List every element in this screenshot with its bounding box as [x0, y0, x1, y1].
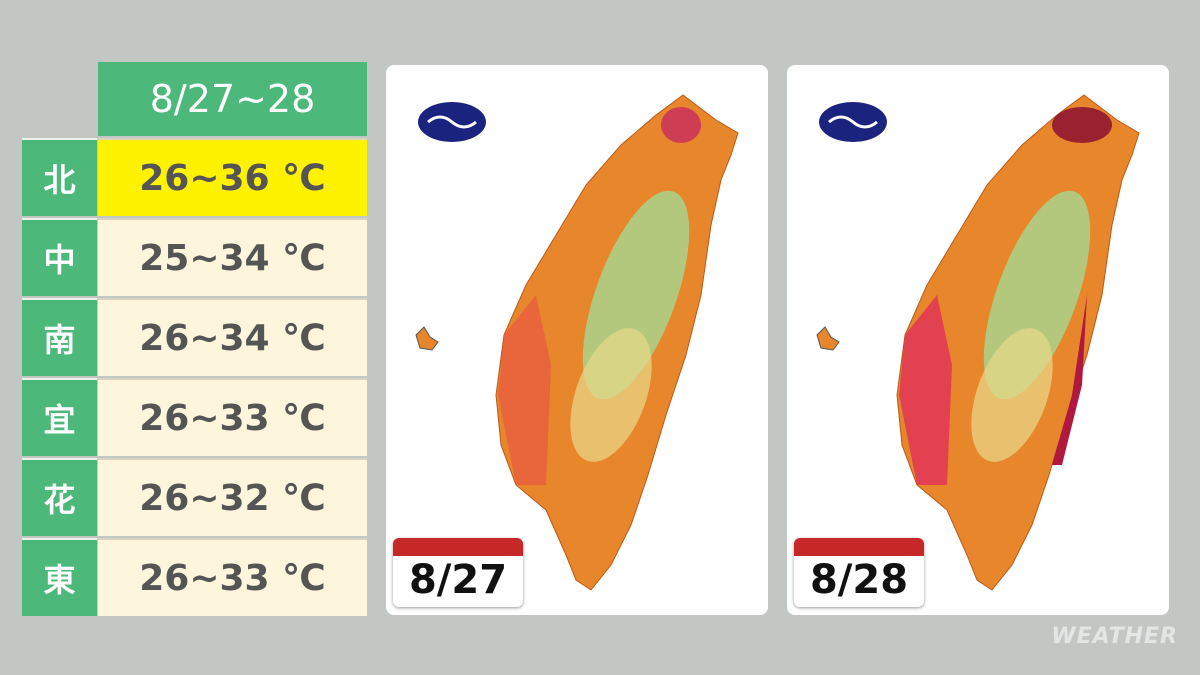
calendar-badge: 8/27: [393, 538, 523, 607]
calendar-top: [794, 538, 924, 556]
map: [415, 94, 739, 591]
logo-mark: [828, 115, 878, 129]
temperature-range: 26~33 ℃: [98, 378, 367, 456]
heat-area: [1052, 107, 1112, 143]
region-label: 中: [22, 218, 97, 296]
calendar-badge: 8/28: [794, 538, 924, 607]
region-label: 南: [22, 298, 97, 376]
heat-area: [899, 295, 952, 485]
temperature-range: 26~32 ℃: [98, 458, 367, 536]
region-label: 宜: [22, 378, 97, 456]
calendar-top: [393, 538, 523, 556]
logo-mark: [427, 115, 477, 129]
map-date: 8/27: [408, 557, 508, 603]
map-panel: 8/28: [787, 65, 1169, 615]
temperature-range: 26~33 ℃: [98, 538, 367, 616]
hill-area: [971, 328, 1053, 462]
region-label: 花: [22, 458, 97, 536]
table-header: 8/27~28: [98, 62, 367, 136]
hill-area: [570, 328, 652, 462]
map: [816, 94, 1140, 591]
islet: [816, 326, 840, 351]
heat-area: [498, 295, 551, 485]
heat-area: [661, 107, 701, 143]
watermark: WEATHER: [1051, 624, 1178, 649]
region-label: 北: [22, 138, 97, 216]
map-panel: 8/27: [386, 65, 768, 615]
map-date: 8/28: [809, 557, 909, 603]
temperature-range: 26~36 ℃: [98, 138, 367, 216]
temperature-range: 26~34 ℃: [98, 298, 367, 376]
islet: [415, 326, 439, 351]
heat-area: [1052, 295, 1087, 465]
temperature-range: 25~34 ℃: [98, 218, 367, 296]
region-label: 東: [22, 538, 97, 616]
